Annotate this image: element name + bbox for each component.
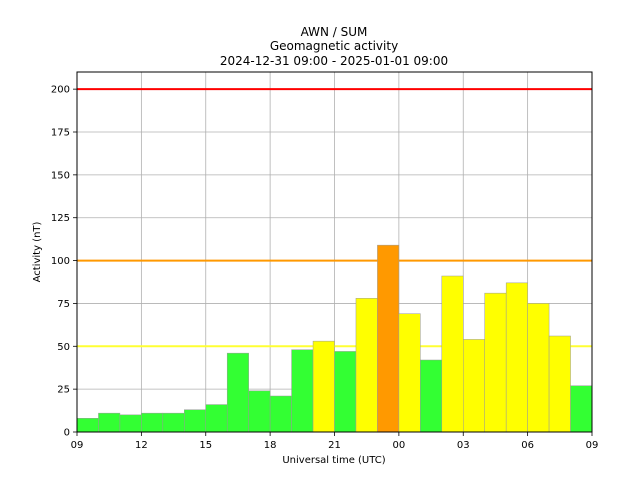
y-axis-label: Activity (nT) (32, 221, 43, 282)
activity-bar (505, 282, 528, 433)
activity-bar (398, 313, 421, 433)
activity-bar (98, 412, 121, 433)
activity-bar (184, 409, 207, 433)
bars (76, 244, 593, 433)
y-tick-label: 200 (51, 85, 70, 96)
activity-bar (463, 339, 485, 433)
activity-bar (312, 340, 335, 433)
chart-title-line-1: AWN / SUM (301, 25, 368, 39)
activity-bar (269, 395, 292, 433)
activity-bar (355, 298, 378, 433)
x-tick-label: 18 (264, 440, 277, 451)
activity-bar (334, 351, 357, 433)
activity-bar (226, 352, 249, 433)
activity-bar (420, 359, 443, 433)
x-tick-label: 21 (328, 440, 341, 451)
x-tick-label: 15 (199, 440, 212, 451)
x-tick-label: 06 (521, 440, 534, 451)
activity-bar (484, 292, 507, 433)
x-tick-label: 03 (457, 440, 470, 451)
y-tick-label: 25 (57, 385, 70, 396)
chart-title-line-2: Geomagnetic activity (270, 39, 398, 53)
activity-bar (548, 335, 571, 433)
activity-bar (377, 244, 400, 433)
y-tick-label: 175 (51, 128, 70, 139)
activity-bar (76, 418, 99, 433)
activity-bar (248, 390, 271, 433)
y-tick-label: 100 (51, 256, 70, 267)
activity-bar (119, 414, 142, 433)
y-tick-label: 150 (51, 170, 70, 181)
y-tick-label: 125 (51, 213, 70, 224)
activity-bar (441, 275, 464, 433)
y-tick-label: 0 (64, 428, 70, 439)
chart-title-line-3: 2024-12-31 09:00 - 2025-01-01 09:00 (220, 54, 448, 68)
activity-bar (162, 412, 185, 433)
x-tick-label: 09 (71, 440, 84, 451)
activity-bar (527, 303, 550, 433)
activity-bar (570, 385, 593, 433)
x-tick-label: 00 (393, 440, 406, 451)
activity-bar (141, 412, 164, 433)
x-axis-label: Universal time (UTC) (282, 455, 385, 466)
y-tick-label: 75 (57, 299, 70, 310)
activity-bar (291, 349, 314, 433)
x-tick-label: 09 (586, 440, 599, 451)
y-tick-label: 50 (57, 342, 70, 353)
activity-bar (205, 404, 228, 433)
x-tick-label: 12 (135, 440, 148, 451)
